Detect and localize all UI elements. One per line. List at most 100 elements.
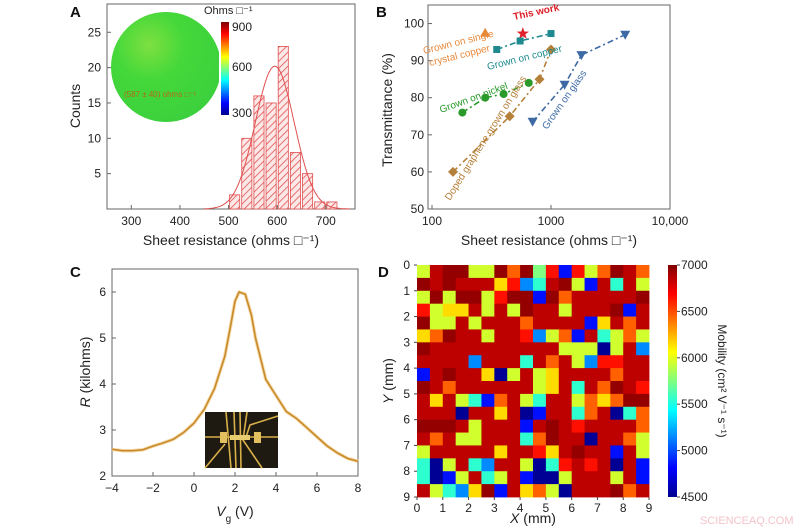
heatmap-cell [481, 290, 495, 305]
y-axis-label: Transmittance (%) [379, 53, 395, 167]
heatmap-cell [455, 316, 469, 330]
heatmap-cell [417, 419, 431, 433]
heatmap-cell [584, 406, 598, 421]
heatmap-cell [597, 445, 611, 459]
heatmap-cell [636, 316, 650, 330]
x-tick-label: 0 [191, 481, 198, 495]
heatmap-cell [417, 290, 431, 305]
heatmap-cell [481, 419, 495, 433]
heatmap-cell [545, 265, 560, 279]
data-point [481, 93, 490, 102]
heatmap-cell [623, 342, 637, 356]
heatmap-cell [494, 458, 508, 472]
heatmap-cell [584, 355, 598, 369]
heatmap-cell [610, 277, 624, 292]
heatmap-cell [481, 342, 495, 356]
heatmap-cell [417, 316, 431, 330]
heatmap-cell [442, 342, 457, 356]
heatmap-cell [610, 419, 624, 433]
series-line [461, 82, 530, 114]
histogram-bar [265, 102, 277, 210]
heatmap-cell [610, 303, 624, 317]
x-tick-label: 1 [439, 501, 446, 515]
heatmap-cell [571, 265, 585, 279]
x-tick-label: 2 [465, 501, 472, 515]
heatmap-cell [636, 277, 650, 292]
heatmap-cell [597, 265, 611, 279]
x-tick-label: 6 [568, 501, 575, 515]
heatmap-cell [533, 432, 547, 446]
heatmap-cell [455, 458, 469, 472]
heatmap-cell [417, 381, 431, 395]
heatmap-cell [520, 445, 534, 459]
heatmap-cell [584, 381, 598, 395]
heatmap-cell [623, 303, 637, 317]
heatmap-cell [468, 342, 482, 356]
heatmap-cell [481, 484, 495, 498]
heatmap-cell [507, 368, 521, 382]
heatmap-cell [520, 484, 534, 498]
heatmap-cell [623, 471, 637, 485]
heatmap-cell [507, 432, 521, 446]
heatmap-cell [494, 342, 508, 356]
heatmap-cell [571, 471, 585, 485]
panel-label-c: C [70, 264, 81, 281]
heatmap-cell [533, 368, 547, 382]
heatmap-cell [597, 303, 611, 317]
heatmap-cell [520, 290, 534, 305]
heatmap-cell [571, 368, 585, 382]
heatmap-cell [623, 419, 637, 433]
wafer-annotation: (587 ± 40) ohms □⁻¹ [124, 90, 196, 99]
heatmap-cell [520, 432, 534, 446]
y-tick-label: 60 [411, 165, 425, 179]
heatmap-cell [636, 342, 650, 356]
heatmap-cell [610, 316, 624, 330]
heatmap-cell [417, 484, 431, 498]
wafer-map [111, 12, 219, 122]
heatmap-cell [545, 342, 560, 356]
panel-c-line: −4 −2 0 2 4 6 8 2 3 4 5 6 Vg (V) R (kilohms) [77, 268, 362, 525]
heatmap-cell [417, 329, 431, 343]
heatmap-cell [520, 458, 534, 472]
series-line [531, 33, 626, 123]
heatmap-cell [507, 277, 521, 292]
heatmap-cell [636, 393, 650, 408]
data-point [559, 80, 570, 90]
heatmap-cell [507, 445, 521, 459]
heatmap-cell [597, 432, 611, 446]
heatmap-cell [520, 419, 534, 433]
heatmap-cell [584, 368, 598, 382]
heatmap-cell [623, 355, 637, 369]
heatmap-cell [429, 419, 444, 433]
heatmap-cell [610, 406, 624, 421]
heatmap-cell [429, 445, 444, 459]
plot-frame [427, 4, 671, 210]
heatmap-cell [429, 432, 444, 446]
heatmap-cell [571, 355, 585, 369]
heatmap-cell [545, 329, 560, 343]
heatmap-cell [623, 432, 637, 446]
x-axis-label: Vg (V) [216, 503, 253, 525]
data-point [458, 108, 467, 117]
y-tick-label: 25 [88, 25, 102, 39]
heatmap-cell [636, 484, 650, 498]
heatmap-cell [584, 471, 598, 485]
heatmap-cell [481, 329, 495, 343]
heatmap-cell [494, 329, 508, 343]
heatmap-cell [494, 471, 508, 485]
heatmap-cell [623, 316, 637, 330]
heatmap-cell [558, 458, 573, 472]
heatmap-cell [455, 329, 469, 343]
heatmap-cell [597, 355, 611, 369]
heatmap-cell [494, 316, 508, 330]
heatmap-cell [429, 368, 444, 382]
heatmap-cell [610, 484, 624, 498]
heatmap-cell [494, 381, 508, 395]
y-tick-label: 50 [411, 202, 425, 216]
heatmap-cell [533, 381, 547, 395]
heatmap-cell [494, 355, 508, 369]
heatmap-cell [545, 316, 560, 330]
gaussian-fit-line [204, 65, 351, 210]
heatmap-cell [429, 329, 444, 343]
